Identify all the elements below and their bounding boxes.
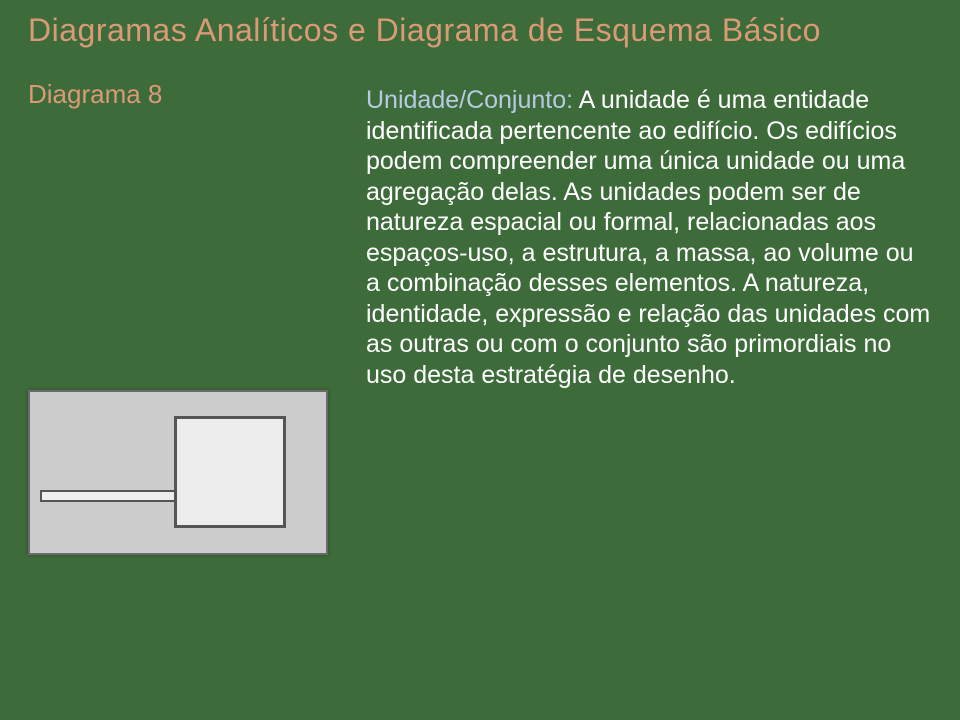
diagram-shape-bar xyxy=(40,490,192,502)
diagram-thumbnail xyxy=(28,390,328,555)
body-rest: A unidade é uma entidade identificada pe… xyxy=(366,86,930,389)
page-title: Diagramas Analíticos e Diagrama de Esque… xyxy=(28,12,932,49)
diagram-shape-square xyxy=(174,416,286,528)
right-column: Unidade/Conjunto: A unidade é uma entida… xyxy=(366,79,932,390)
body-paragraph: Unidade/Conjunto: A unidade é uma entida… xyxy=(366,85,932,390)
content-row: Diagrama 8 Unidade/Conjunto: A unidade é… xyxy=(28,79,932,555)
left-column: Diagrama 8 xyxy=(28,79,328,555)
body-lead: Unidade/Conjunto: xyxy=(366,86,573,114)
diagram-subtitle: Diagrama 8 xyxy=(28,79,328,110)
